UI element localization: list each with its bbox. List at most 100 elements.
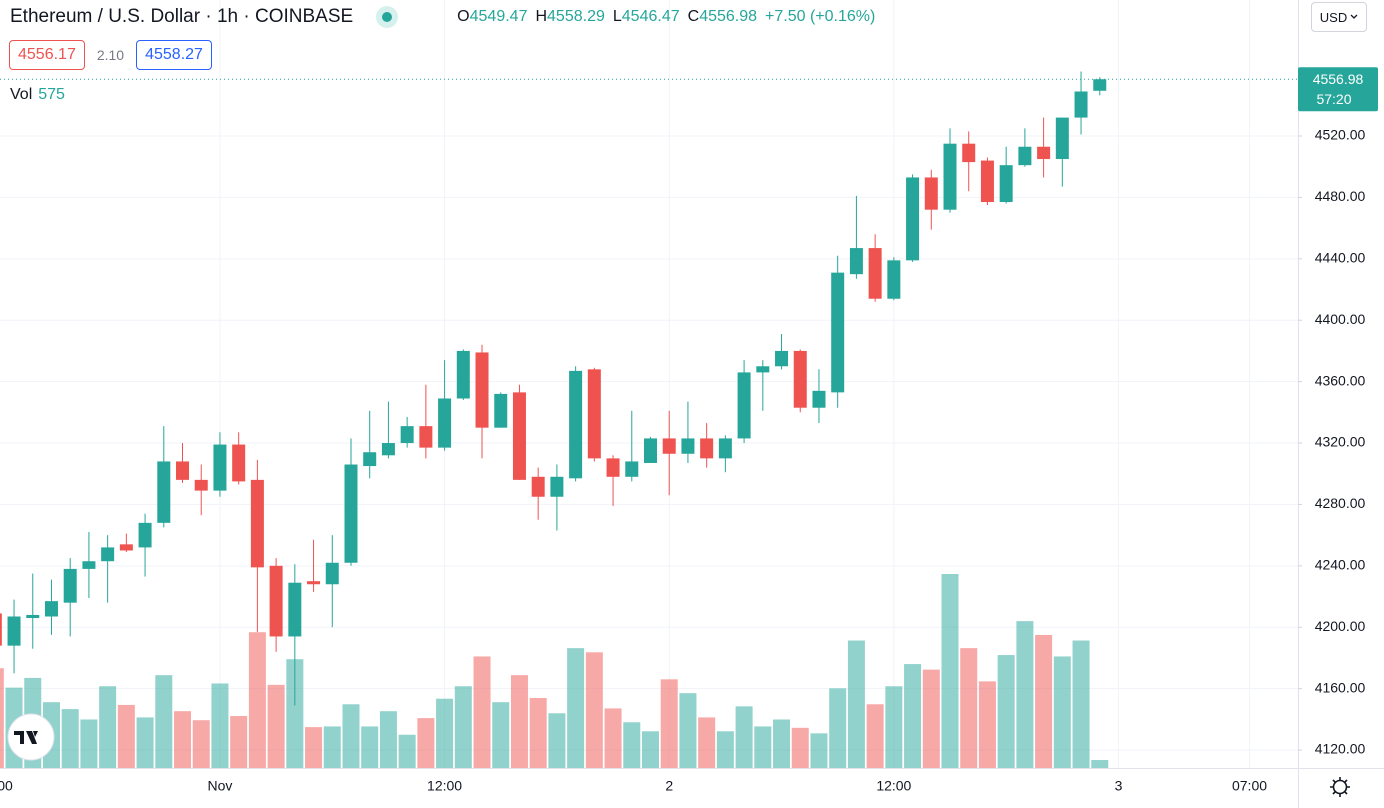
ohlc-key: H (535, 8, 548, 25)
candle-body (494, 393, 508, 428)
candle-body (400, 426, 414, 444)
candle-body (1074, 91, 1088, 118)
candle-body (232, 444, 246, 482)
volume-bar (604, 708, 622, 768)
ohlc-values: O4549.47 H4558.29 L4546.47 C4556.98 +7.5… (457, 8, 875, 26)
candle-body (906, 177, 920, 261)
candle-body (718, 438, 732, 459)
volume-legend: Vol 575 (10, 86, 65, 104)
chevron-path[interactable] (1350, 14, 1358, 19)
volume-bar (829, 688, 847, 768)
candle-body (999, 165, 1013, 203)
volume-bar (136, 717, 154, 768)
candle-body (512, 392, 526, 480)
volume-bar (679, 693, 697, 768)
candle-body (756, 366, 770, 373)
candle-body (157, 461, 171, 523)
candle-body (269, 565, 283, 637)
volume-bar (473, 656, 491, 768)
y-tick-label: 4160.00 (1315, 679, 1366, 695)
candle-body (943, 143, 957, 210)
volume-bar (174, 711, 192, 768)
last-price-label: 4556.98 (1313, 71, 1364, 87)
y-tick-label: 4200.00 (1315, 618, 1366, 634)
currency-label[interactable]: USD (1319, 9, 1348, 25)
y-tick-label: 4120.00 (1315, 741, 1366, 757)
volume-bar (960, 648, 978, 768)
logo-mark (14, 731, 38, 744)
volume-bar (847, 640, 865, 768)
volume-bar (286, 659, 304, 768)
volume-bar (885, 686, 903, 768)
candle-body (643, 438, 657, 463)
y-tick-label: 4240.00 (1315, 557, 1366, 573)
volume-bar (80, 719, 98, 768)
currency-button[interactable]: USD (1311, 2, 1367, 32)
candle-body (138, 522, 152, 548)
chevron[interactable] (1350, 14, 1358, 20)
volume-bar (211, 683, 229, 768)
symbol-title: Ethereum / U.S. Dollar · 1h · COINBASE (10, 6, 354, 27)
volume-bar (454, 686, 472, 768)
y-tick-label: 4520.00 (1315, 127, 1366, 143)
candle-body (194, 479, 208, 491)
volume-bar (585, 652, 603, 768)
volume-bar (529, 698, 547, 768)
candle-body (625, 461, 639, 477)
volume-bar (1016, 621, 1034, 768)
volume-bar (660, 679, 678, 768)
candle-body (456, 350, 470, 399)
ohlc-value: 4556.98 (699, 8, 758, 25)
y-tick-label: 4320.00 (1315, 434, 1366, 450)
volume-bar (342, 704, 360, 768)
candle-body (662, 438, 676, 454)
volume-bar (267, 684, 285, 768)
volume-bar (904, 664, 922, 768)
candle-body (887, 260, 901, 299)
candle-body (700, 438, 714, 459)
y-tick-label: 4440.00 (1315, 250, 1366, 266)
volume-bar (567, 648, 585, 768)
volume-bar (941, 574, 959, 768)
volume-bar (1072, 640, 1090, 768)
countdown-label: 57:20 (1316, 91, 1351, 107)
candle-body (26, 614, 40, 619)
status-dot (376, 6, 399, 28)
volume-bar (305, 727, 323, 768)
volume-bar (1035, 634, 1053, 768)
volume-bar (0, 668, 4, 768)
volume-bar (379, 711, 397, 768)
x-tick-label: Nov (207, 778, 232, 794)
volume-bar (698, 717, 716, 768)
y-tick-label: 4360.00 (1315, 372, 1366, 388)
symbol-header: Ethereum / U.S. Dollar · 1h · COINBASE O… (10, 5, 875, 29)
candle-body (681, 438, 695, 454)
gear-ring[interactable] (1332, 779, 1348, 795)
volume-bar (417, 718, 435, 768)
volume-bar (922, 669, 940, 768)
volume-bar (323, 726, 341, 768)
volume-bar (99, 686, 117, 768)
candle-body (831, 272, 845, 393)
volume-bar (61, 709, 79, 768)
candle-body (1018, 146, 1032, 166)
candle-body (924, 177, 938, 210)
volume-bar (997, 655, 1015, 768)
volume-bar (398, 734, 416, 768)
candle-body (1093, 79, 1107, 91)
candle-body (44, 601, 58, 617)
volume-bar (230, 716, 248, 768)
candle-body (119, 544, 133, 551)
settings-icon[interactable] (1330, 777, 1350, 797)
candle-body (213, 444, 227, 491)
gear-teeth[interactable] (1330, 777, 1350, 797)
candle-body (849, 248, 863, 275)
candle-body (868, 248, 882, 299)
x-tick-label: 12:00 (0, 778, 13, 794)
x-tick-label: 07:00 (1232, 778, 1267, 794)
volume-bar (716, 731, 734, 768)
spread: 2.10 (96, 47, 125, 63)
buy-button[interactable]: 4558.27 (136, 40, 212, 70)
sell-button[interactable]: 4556.17 (9, 40, 85, 70)
